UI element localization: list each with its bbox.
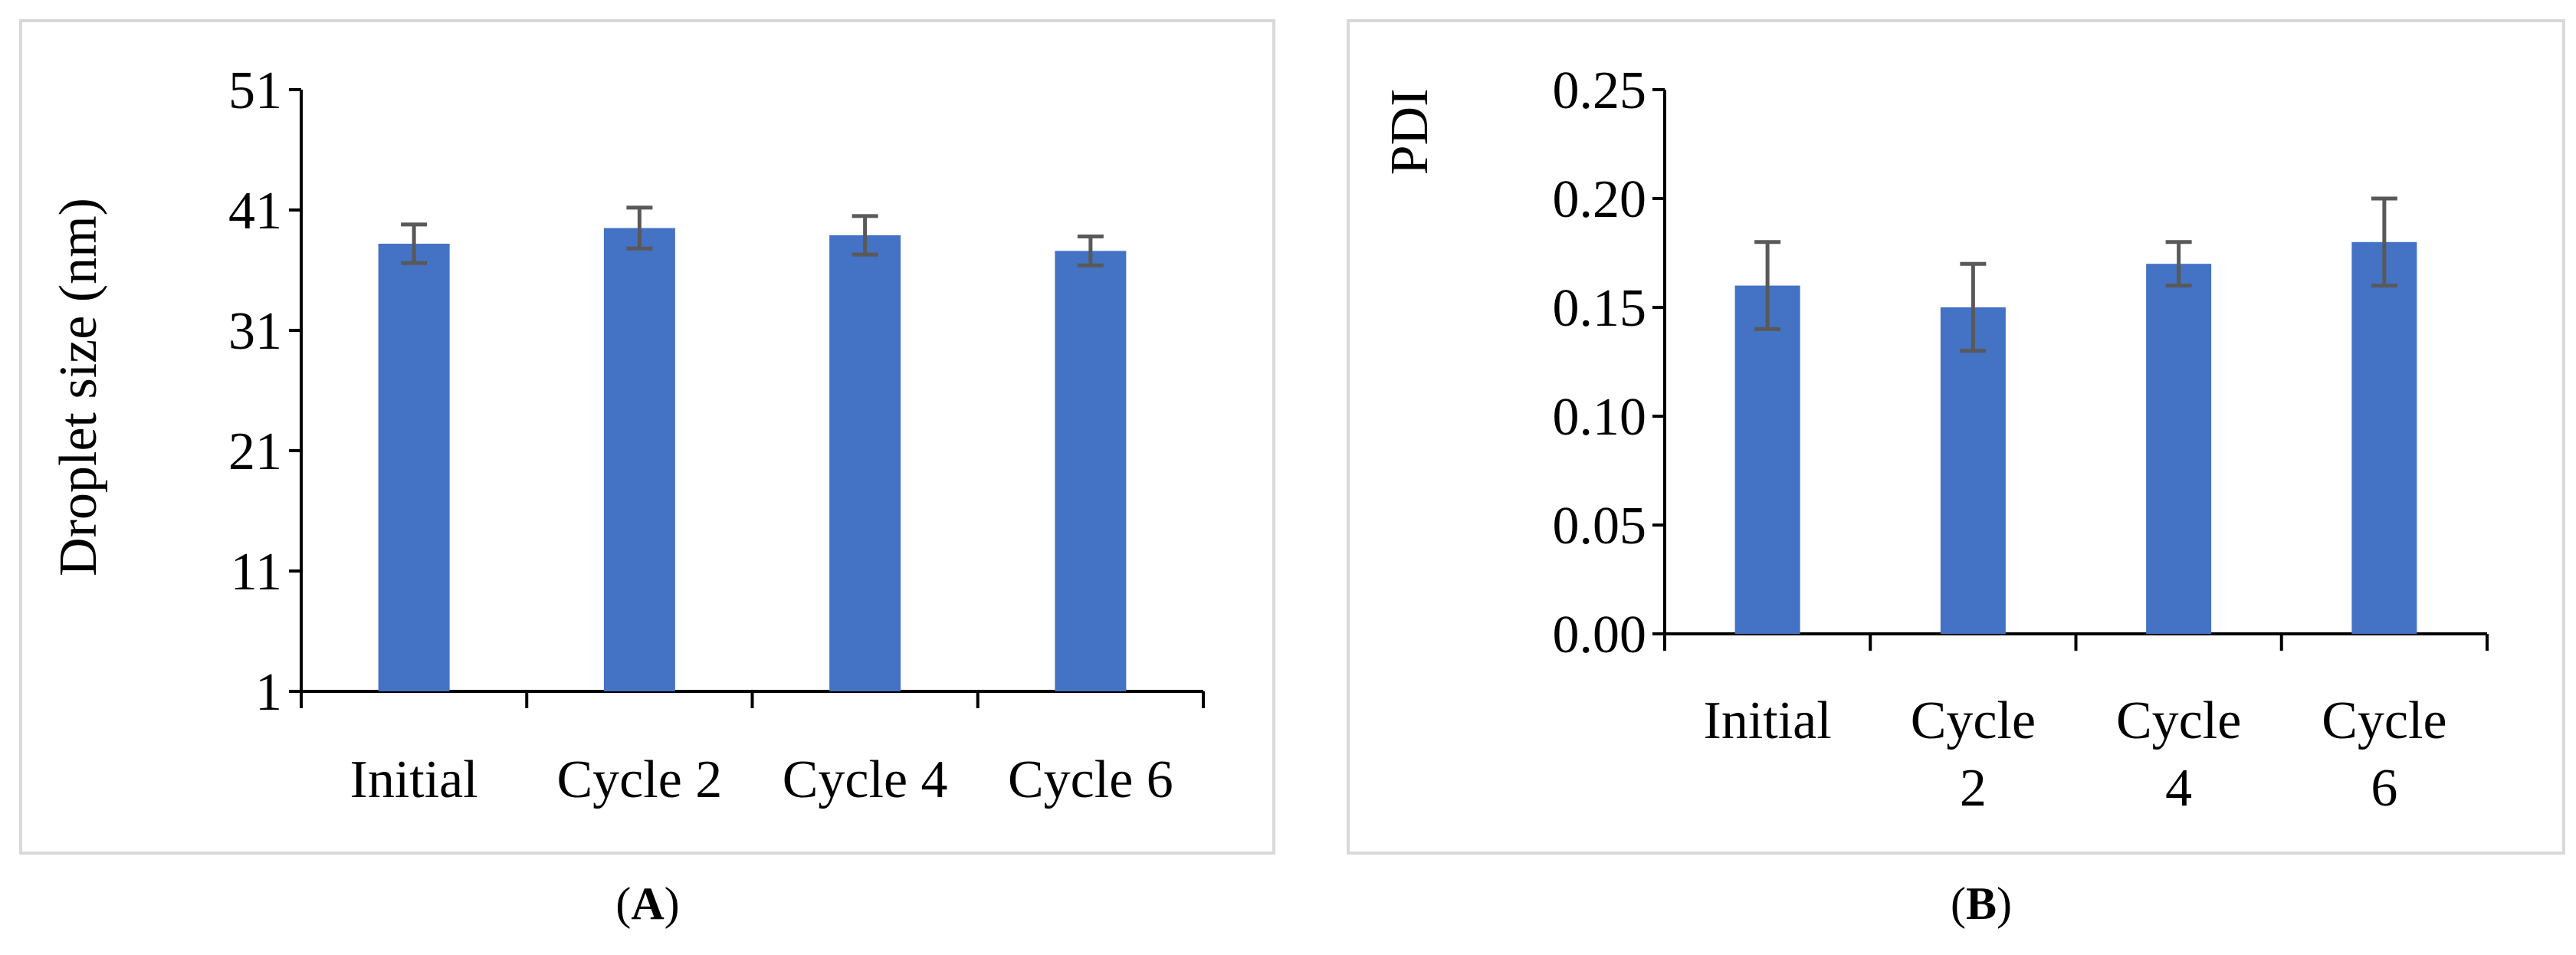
chart-a-y-tick-label: 51 (228, 61, 282, 120)
chart-b-bar (1940, 307, 2006, 634)
chart-b-x-tick-label-line: Initial (1704, 691, 1832, 750)
chart-a-x-tick-label-line: Cycle 6 (1008, 750, 1173, 809)
caption-b-open: ( (1951, 878, 1966, 929)
chart-a-y-tick-label: 41 (228, 182, 282, 241)
chart-a-bar (1055, 251, 1127, 691)
caption-b-letter: B (1965, 878, 1997, 929)
chart-a-x-tick-label: Cycle 6 (1008, 750, 1173, 809)
chart-b-bar (1734, 285, 1800, 634)
caption-a-close: ) (664, 878, 680, 929)
chart-b-bar (2146, 264, 2212, 634)
chart-b-x-tick-label-line: 2 (1960, 759, 1987, 818)
chart-b-x-tick-label: Cycle 4 (2116, 691, 2241, 818)
caption-a-letter: A (631, 878, 665, 929)
chart-b-y-tick-label: 0.00 (1553, 605, 1647, 665)
chart-b: PDI 0.00 0.05 0.10 0.15 0.20 0.25 Initial Cycle… (1380, 61, 2489, 818)
chart-a-x-tick-label: Cycle 4 (783, 750, 948, 809)
panel-b-caption: (B) (1866, 878, 2096, 930)
chart-a-y-tick-label: 21 (228, 422, 282, 481)
chart-b-x-tick-label-line: 4 (2165, 759, 2192, 818)
chart-a-bar (378, 243, 450, 692)
chart-a-x-tick-label-line: Initial (350, 750, 478, 809)
chart-b-y-tick-label: 0.05 (1553, 497, 1647, 556)
chart-a-x-tick-label: Initial (350, 750, 478, 809)
chart-b-x-tick-label: Cycle 6 (2322, 691, 2446, 818)
chart-b-y-tick-label: 0.25 (1553, 61, 1647, 120)
caption-a-open: ( (615, 878, 632, 929)
chart-b-y-tick-label: 0.20 (1553, 170, 1647, 229)
chart-b-y-axis-label: PDI (1380, 89, 1439, 176)
chart-a-x-tick-label-line: Cycle 4 (783, 750, 948, 809)
chart-b-x-tick-label: Initial (1704, 691, 1832, 750)
panel-a-caption: (A) (533, 878, 763, 930)
caption-b-close: ) (1997, 878, 2012, 929)
chart-b-y-tick-label: 0.15 (1553, 279, 1647, 338)
chart-b-x-tick-label-line: Cycle (1911, 691, 2036, 750)
chart-a-x-tick-label: Cycle 2 (556, 750, 722, 809)
chart-b-y-tick-label: 0.10 (1553, 388, 1647, 447)
chart-a-y-tick-label: 1 (255, 663, 282, 722)
chart-b-x-tick-label: Cycle 2 (1911, 691, 2036, 818)
chart-b-x-tick-label-line: 6 (2371, 759, 2397, 818)
chart-a-y-axis-label: Droplet size (nm) (49, 198, 108, 576)
chart-a-bar (829, 235, 901, 692)
chart-a-y-tick-label: 31 (228, 302, 282, 361)
chart-b-x-tick-label-line: Cycle (2116, 691, 2241, 750)
chart-a-bar (603, 228, 675, 691)
chart-a-x-tick-label-line: Cycle 2 (556, 750, 722, 809)
chart-b-bar (2351, 241, 2417, 634)
chart-a-y-tick-label: 11 (231, 543, 282, 602)
chart-b-x-tick-label-line: Cycle (2322, 691, 2446, 750)
